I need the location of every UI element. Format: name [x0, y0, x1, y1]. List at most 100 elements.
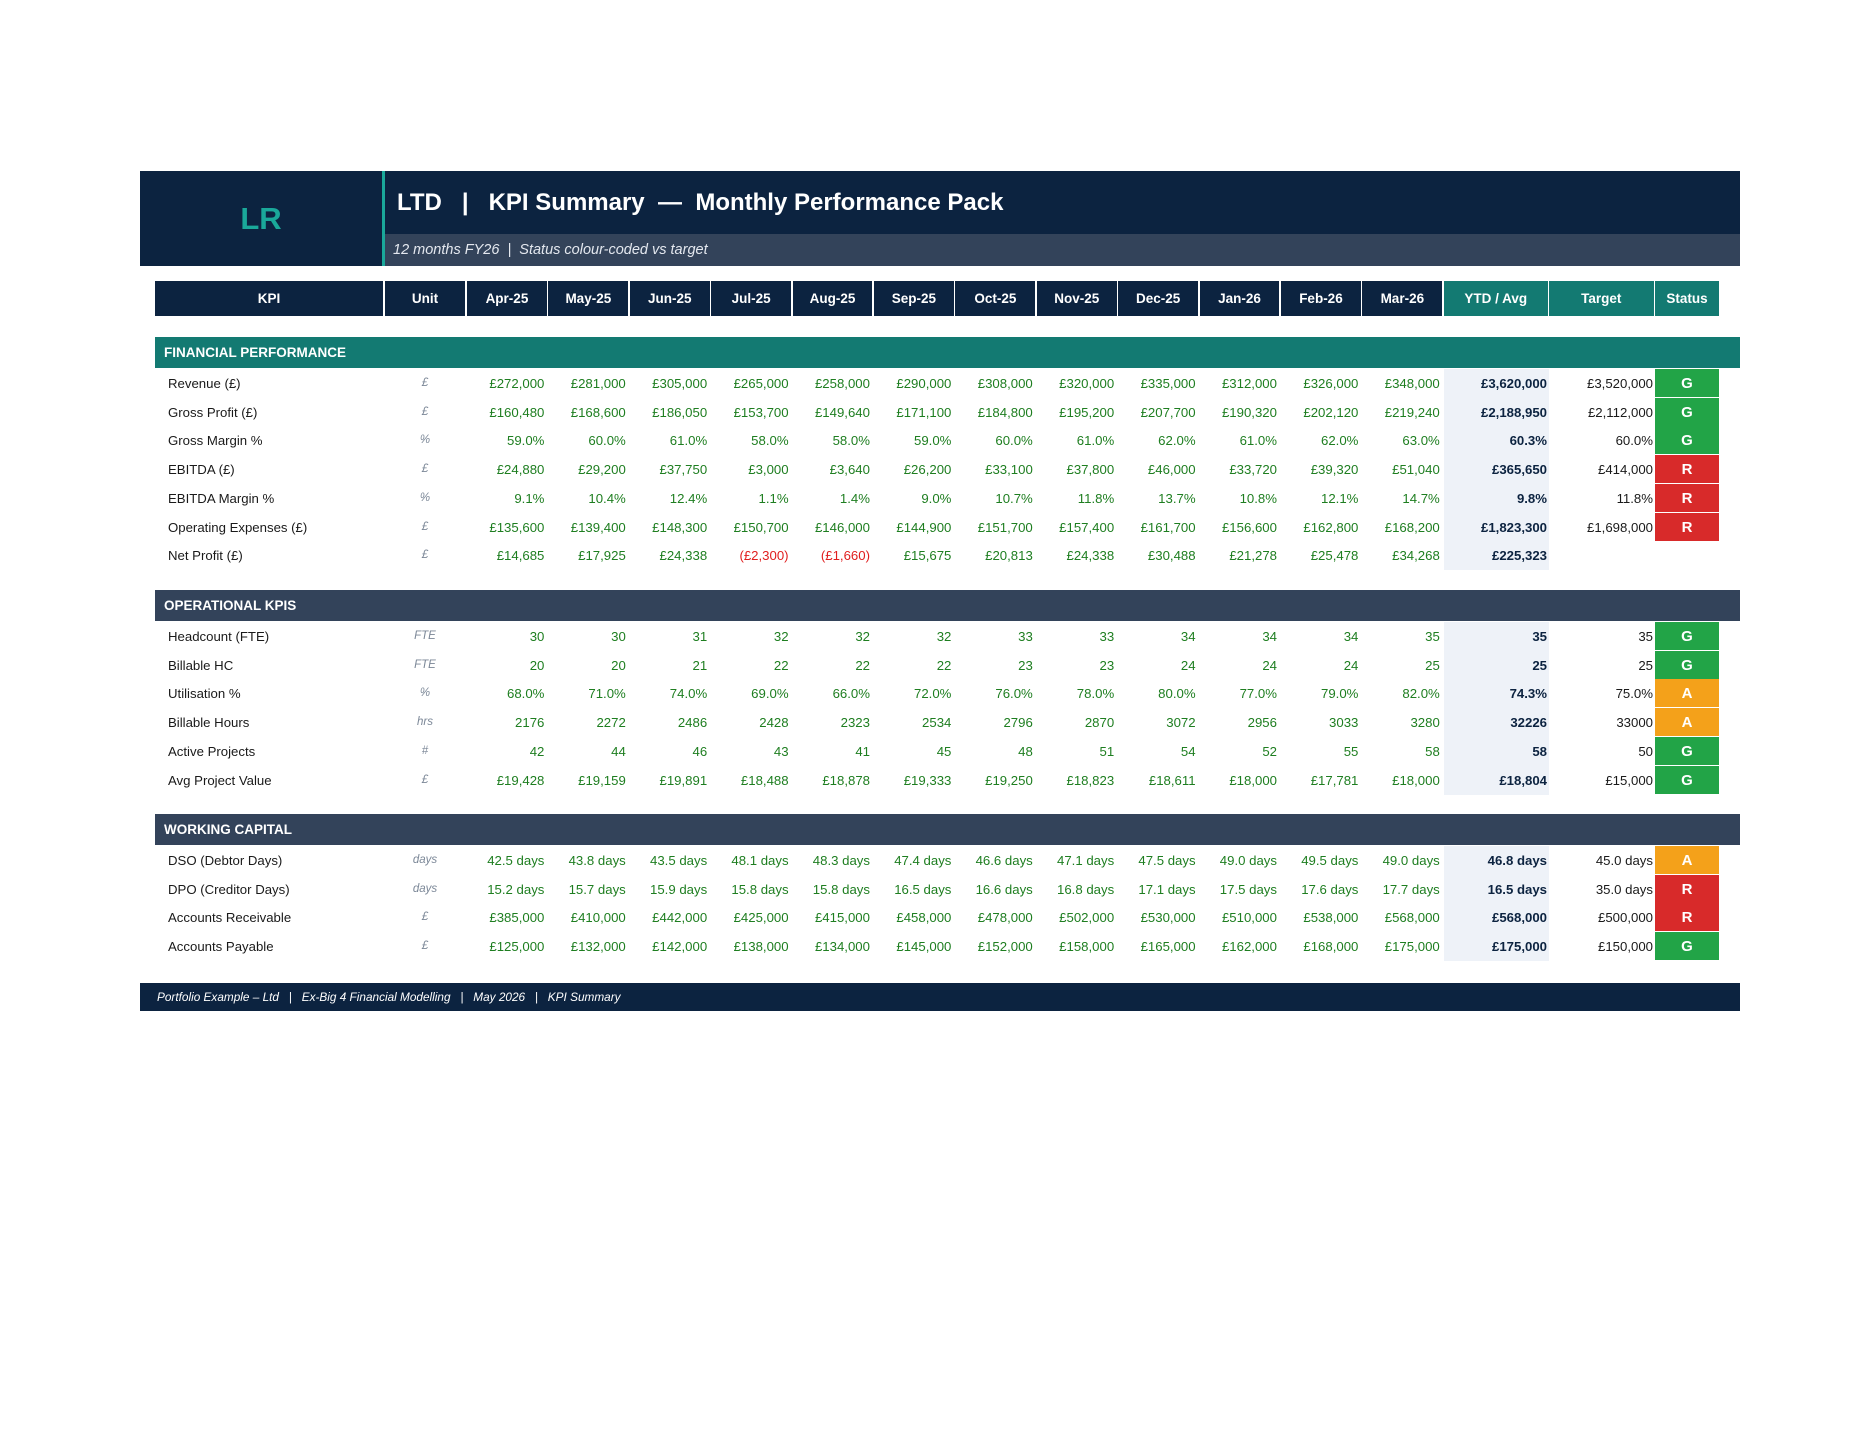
target-value: 60.0% — [1615, 433, 1653, 449]
month-value: 16.8 days — [1057, 881, 1115, 897]
target-value: 33000 — [1616, 715, 1653, 731]
month-value: £272,000 — [489, 376, 545, 391]
table-row: Gross Profit (£) £ £160,480 £168,600 £186,05… — [0, 397, 1870, 427]
month-value: £151,700 — [977, 519, 1033, 535]
kpi-unit: £ — [421, 463, 429, 476]
month-value: £326,000 — [1303, 376, 1359, 391]
column-header-month: Apr-25 — [467, 281, 547, 316]
month-value: £19,428 — [496, 772, 545, 788]
month-value: 2176 — [515, 715, 545, 731]
month-value: £158,000 — [1059, 939, 1115, 955]
ytd-value: £3,620,000 — [1444, 369, 1549, 398]
table-row: Utilisation %% 68.0% 71.0% 74.0% 69.0% 66.0% 7… — [0, 679, 1870, 709]
month-value: 16.5 days — [894, 881, 952, 897]
company-logo: LR — [240, 201, 282, 236]
month-value: £156,600 — [1221, 519, 1277, 535]
month-value: £15,675 — [903, 548, 952, 564]
kpi-label: Billable Hours — [168, 715, 250, 731]
month-value: 60.0% — [588, 433, 626, 449]
month-value: 15.9 days — [650, 881, 708, 897]
month-value: 77.0% — [1239, 686, 1277, 702]
month-value: 76.0% — [995, 686, 1033, 702]
kpi-label: Accounts Receivable — [168, 910, 292, 926]
month-value: 9.1% — [514, 490, 545, 506]
table-row: Accounts Payable £ £125,000 £132,000 £142,00… — [0, 932, 1870, 962]
month-value: £478,000 — [977, 910, 1033, 926]
status-badge: R — [1655, 874, 1719, 904]
month-value: 46 — [692, 743, 708, 759]
column-header-month: May-25 — [548, 281, 629, 316]
month-value: £320,000 — [1059, 376, 1115, 391]
month-value: £161,700 — [1140, 519, 1196, 535]
month-value: 11.8% — [1077, 490, 1115, 506]
month-value: £150,700 — [733, 519, 789, 535]
month-value: 12.1% — [1320, 490, 1359, 506]
kpi-label: EBITDA (£) — [168, 462, 235, 478]
target-value: 35.0 days — [1595, 881, 1653, 897]
month-value: 2870 — [1084, 715, 1115, 731]
month-value: 43.5 days — [650, 853, 708, 868]
kpi-unit: £ — [421, 520, 429, 533]
month-value: 58.0% — [832, 433, 870, 449]
month-value: £442,000 — [652, 910, 708, 926]
month-value: £19,250 — [985, 772, 1033, 788]
ytd-value: £365,650 — [1444, 455, 1549, 485]
status-badge: R — [1655, 483, 1719, 513]
ytd-value: £225,323 — [1444, 541, 1549, 571]
month-value: £281,000 — [570, 376, 626, 391]
month-value: 10.8% — [1239, 490, 1277, 506]
target-value: £150,000 — [1597, 939, 1653, 955]
month-value: £26,200 — [903, 462, 952, 478]
month-value: 12.4% — [669, 490, 708, 506]
table-row: Revenue (£) £ £272,000 £281,000 £305,000 £265… — [0, 369, 1870, 398]
kpi-unit: £ — [421, 773, 429, 786]
month-value: £33,100 — [985, 462, 1033, 478]
month-value: £168,600 — [570, 404, 626, 420]
month-value: £24,338 — [1066, 548, 1115, 564]
month-value: £18,000 — [1229, 772, 1277, 788]
ytd-value: 58 — [1444, 736, 1549, 766]
month-value: £335,000 — [1140, 376, 1196, 391]
column-header-month: Aug-25 — [792, 281, 873, 316]
ytd-value: £175,000 — [1444, 932, 1549, 962]
month-value: 22 — [855, 657, 870, 673]
month-value: £25,478 — [1310, 548, 1359, 564]
month-value: £18,823 — [1066, 772, 1115, 788]
month-value: £165,000 — [1140, 939, 1196, 955]
table-row: DSO (Debtor Days) days 42.5 days 43.8 days 4… — [0, 846, 1870, 875]
status-badge: G — [1655, 932, 1719, 962]
month-value: 52 — [1262, 743, 1277, 759]
kpi-label: Active Projects — [168, 743, 256, 759]
kpi-unit: % — [419, 687, 431, 700]
month-value: 59.0% — [913, 433, 952, 449]
report-subtitle: 12 months FY26 | Status colour-coded vs … — [385, 234, 1740, 266]
report-header: LR LTD | KPI Summary — Monthly Performan… — [140, 171, 1740, 266]
kpi-label: Utilisation % — [168, 686, 241, 702]
month-value: 15.7 days — [568, 881, 626, 897]
month-value: 63.0% — [1402, 433, 1440, 449]
month-value: 66.0% — [832, 686, 870, 702]
month-value: 24 — [1343, 657, 1359, 673]
kpi-label: DPO (Creditor Days) — [168, 881, 290, 897]
month-value: £202,120 — [1303, 404, 1359, 420]
target-value: £414,000 — [1597, 462, 1653, 478]
month-value: £258,000 — [814, 376, 870, 391]
month-value: 49.5 days — [1301, 853, 1359, 868]
month-value: £139,400 — [570, 519, 626, 535]
month-value: £184,800 — [977, 404, 1033, 420]
month-value: £17,781 — [1310, 772, 1359, 788]
month-value: £39,320 — [1310, 462, 1359, 478]
table-row: EBITDA (£) £ £24,880 £29,200 £37,750 £3,000 £3… — [0, 455, 1870, 485]
month-value: 45 — [936, 743, 952, 759]
month-value: 47.5 days — [1138, 853, 1196, 868]
column-header-month: Sep-25 — [874, 281, 954, 316]
month-value: £160,480 — [489, 404, 545, 420]
month-value: 33 — [1018, 629, 1033, 644]
kpi-label: Headcount (FTE) — [168, 629, 270, 644]
month-value: £152,000 — [977, 939, 1033, 955]
month-value: £410,000 — [570, 910, 626, 926]
month-value: £51,040 — [1392, 462, 1440, 478]
month-value: £312,000 — [1221, 376, 1277, 391]
status-badge: G — [1655, 765, 1719, 795]
month-value: £219,240 — [1384, 404, 1440, 420]
